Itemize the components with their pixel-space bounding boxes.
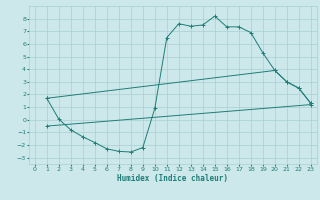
X-axis label: Humidex (Indice chaleur): Humidex (Indice chaleur) — [117, 174, 228, 183]
